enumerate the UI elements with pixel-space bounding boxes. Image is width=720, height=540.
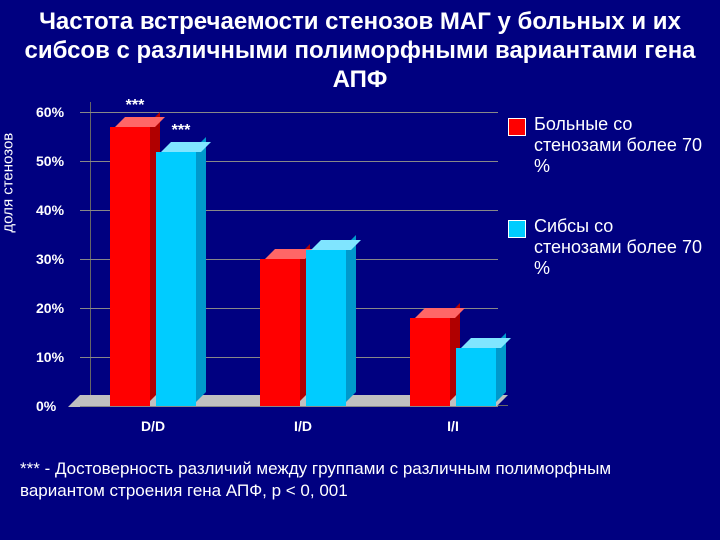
y-axis-label: доля стенозов bbox=[0, 133, 17, 233]
y-tick-label: 50% bbox=[36, 153, 64, 169]
bar-sibs-I/I bbox=[456, 348, 496, 407]
y-tick-label: 20% bbox=[36, 300, 64, 316]
bars-container bbox=[80, 112, 498, 406]
legend-swatch-sibs bbox=[508, 220, 526, 238]
plot: 0%10%20%30%40%50%60% D/DI/DI/I ****** bbox=[80, 112, 498, 406]
x-tick-label: I/I bbox=[447, 418, 459, 434]
chart-title: Частота встречаемости стенозов МАГ у бол… bbox=[0, 0, 720, 98]
legend-label-patients: Больные со стенозами более 70 % bbox=[534, 114, 702, 176]
significance-marker: *** bbox=[172, 122, 191, 140]
legend-item-patients: Больные со стенозами более 70 % bbox=[508, 114, 702, 176]
footnote: *** - Достоверность различий между групп… bbox=[0, 444, 720, 502]
legend-swatch-patients bbox=[508, 118, 526, 136]
gridline bbox=[80, 406, 498, 407]
bar-sibs-I/D bbox=[306, 250, 346, 407]
y-tick-label: 30% bbox=[36, 251, 64, 267]
bar-patients-I/I bbox=[410, 318, 450, 406]
legend-item-sibs: Сибсы со стенозами более 70 % bbox=[508, 216, 702, 278]
y-tick-label: 60% bbox=[36, 104, 64, 120]
bar-patients-I/D bbox=[260, 259, 300, 406]
x-tick-label: D/D bbox=[141, 418, 165, 434]
x-tick-label: I/D bbox=[294, 418, 312, 434]
y-tick-label: 10% bbox=[36, 349, 64, 365]
legend: Больные со стенозами более 70 % Сибсы со… bbox=[508, 114, 702, 318]
significance-marker: *** bbox=[126, 97, 145, 115]
legend-label-sibs: Сибсы со стенозами более 70 % bbox=[534, 216, 702, 278]
y-tick-label: 40% bbox=[36, 202, 64, 218]
bar-patients-D/D bbox=[110, 127, 150, 406]
y-tick-label: 0% bbox=[36, 398, 56, 414]
chart-area: доля стенозов 0%10%20%30%40%50%60% D/DI/… bbox=[12, 104, 708, 444]
bar-sibs-D/D bbox=[156, 152, 196, 407]
